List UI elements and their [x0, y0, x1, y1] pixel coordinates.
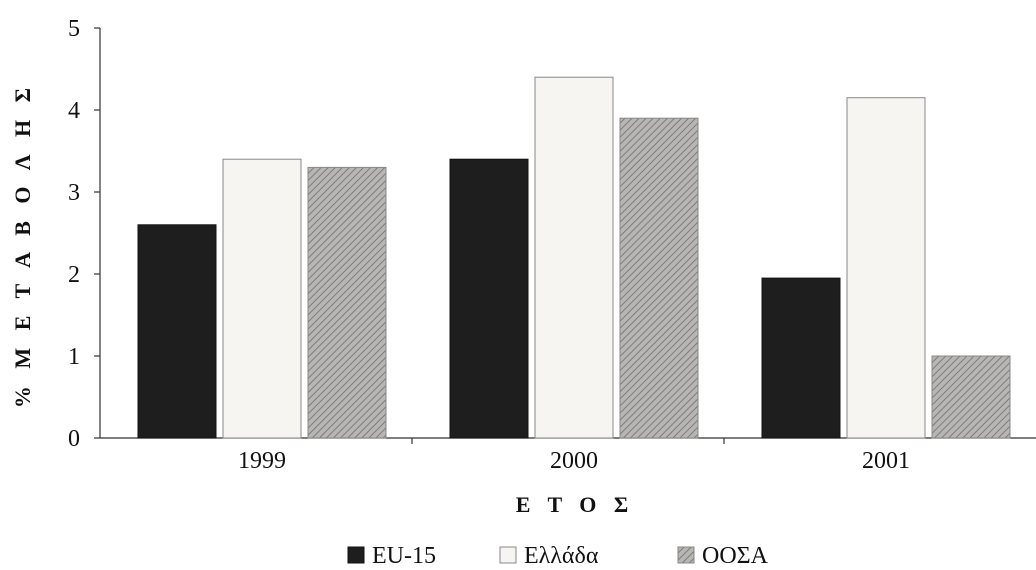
- y-tick-label: 4: [68, 98, 80, 124]
- x-axis-title: Ε Τ Ο Σ: [516, 492, 635, 517]
- y-axis-title: % Μ Ε Τ Α Β Ο Λ Η Σ: [10, 82, 35, 408]
- y-tick-label: 5: [68, 16, 80, 42]
- y-tick-label: 1: [68, 344, 80, 370]
- x-tick-label: 2000: [550, 448, 598, 474]
- bar-ελλ-δα-2000: [534, 76, 614, 439]
- y-tick-label: 3: [68, 180, 80, 206]
- legend-label-2: ΟΟΣΑ: [702, 543, 769, 569]
- bar-οοσα-1999: [307, 166, 387, 439]
- legend-swatch-0: [347, 546, 365, 564]
- legend-swatch-1: [499, 546, 517, 564]
- bar-eu-15-1999: [137, 224, 217, 439]
- y-tick-label: 2: [68, 262, 80, 288]
- legend: EU-15 Ελλάδα ΟΟΣΑ: [347, 543, 769, 569]
- bar-οοσα-2000: [619, 117, 699, 439]
- bar-οοσα-2001: [931, 355, 1011, 439]
- bar-ελλ-δα-1999: [222, 158, 302, 439]
- legend-label-1: Ελλάδα: [524, 543, 599, 569]
- x-tick-label: 2001: [862, 448, 910, 474]
- legend-swatch-2: [677, 546, 695, 564]
- y-tick-label: 0: [68, 426, 80, 452]
- bar-ελλ-δα-2001: [846, 97, 926, 439]
- bar-eu-15-2001: [761, 277, 841, 439]
- bar-eu-15-2000: [449, 158, 529, 439]
- plot-area: 0 1 2 3 4 5 1999 2000 2001: [68, 16, 1036, 474]
- legend-label-0: EU-15: [372, 543, 436, 569]
- x-tick-label: 1999: [238, 448, 286, 474]
